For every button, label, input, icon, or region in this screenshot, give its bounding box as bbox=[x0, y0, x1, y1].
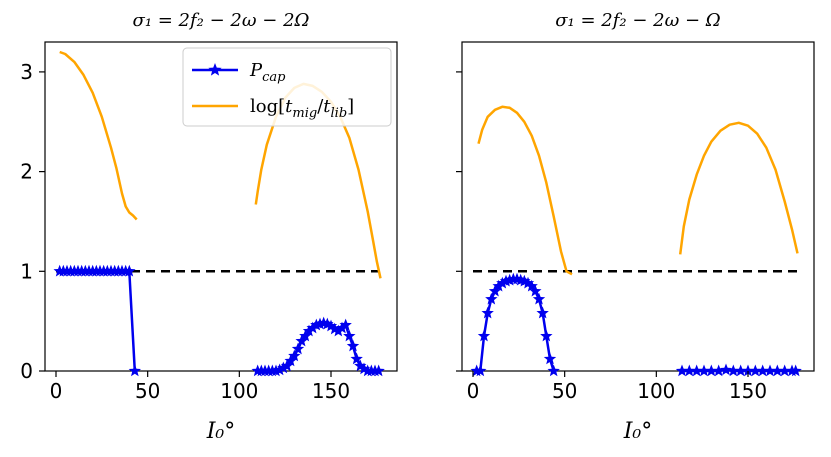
pcap-star-point bbox=[302, 324, 316, 337]
left-panel: σ₁ = 2f₂ − 2ω − 2Ω I₀° 0 50 100 150 0 1 2 3 Pc… bbox=[20, 10, 398, 444]
legend-pcap-label: Pcap bbox=[249, 60, 286, 85]
pcap-star-point bbox=[705, 364, 718, 377]
pcap-star-point bbox=[310, 318, 323, 331]
legend-pcap-star-marker bbox=[208, 63, 222, 76]
legend: Pcap log[tmig/tlib] bbox=[182, 47, 392, 127]
pcap-star-point bbox=[719, 363, 733, 376]
pcap-star-point bbox=[488, 284, 502, 297]
pcap-star-point bbox=[749, 364, 762, 377]
pcap-star-point bbox=[532, 292, 546, 305]
x-tick-label: 50 bbox=[552, 379, 577, 403]
pcap-star-point bbox=[734, 364, 747, 377]
pcap-star-point bbox=[354, 359, 367, 372]
right-panel: σ₁ = 2f₂ − 2ω − Ω I₀° 0 50 100 150 bbox=[456, 10, 815, 444]
pcap-star-point bbox=[280, 359, 294, 372]
pcap-star-point bbox=[481, 306, 494, 319]
x-tick-label: 150 bbox=[729, 379, 767, 403]
pcap-star-point bbox=[350, 352, 363, 365]
pcap-star-point bbox=[540, 329, 553, 342]
x-tick-label: 100 bbox=[637, 379, 675, 403]
pcap-star-point bbox=[335, 321, 349, 334]
y-tick-label: 1 bbox=[20, 259, 33, 283]
y-tick-label: 0 bbox=[20, 359, 33, 383]
pcap-star-point bbox=[727, 364, 740, 377]
pcap-star-point bbox=[474, 364, 487, 377]
pcap-star-point bbox=[521, 276, 535, 289]
ratio-line-segment-1 bbox=[678, 121, 799, 255]
x-tick-label: 0 bbox=[467, 379, 480, 403]
pcap-star-point bbox=[529, 284, 542, 297]
pcap-star-point bbox=[690, 364, 703, 377]
right-y-ticks bbox=[456, 71, 462, 372]
pcap-star-point bbox=[485, 292, 498, 305]
pcap-star-point bbox=[269, 364, 283, 377]
right-pcap-series-layer bbox=[470, 272, 802, 377]
pcap-star-point bbox=[477, 329, 491, 342]
pcap-star-point bbox=[332, 324, 345, 337]
pcap-star-point bbox=[499, 274, 513, 287]
pcap-star-point bbox=[284, 354, 297, 367]
pcap-star-point bbox=[675, 364, 689, 377]
pcap-star-point bbox=[291, 342, 305, 355]
pcap-star-point bbox=[536, 306, 549, 319]
x-tick-label: 100 bbox=[220, 379, 258, 403]
pcap-star-point bbox=[492, 279, 505, 292]
pcap-star-point bbox=[343, 329, 356, 342]
pcap-star-point bbox=[346, 339, 360, 352]
pcap-star-point bbox=[273, 363, 286, 376]
y-tick-label: 3 bbox=[20, 60, 33, 84]
right-x-ticks: 0 50 100 150 bbox=[467, 371, 767, 403]
pcap-star-point bbox=[328, 322, 341, 335]
pcap-star-point bbox=[789, 364, 802, 377]
ratio-line-segment-0 bbox=[477, 105, 573, 276]
pcap-star-point bbox=[756, 364, 769, 377]
pcap-star-point bbox=[525, 279, 538, 292]
left-y-ticks: 0 1 2 3 bbox=[20, 60, 45, 383]
pcap-star-point bbox=[496, 276, 509, 289]
pcap-star-point bbox=[295, 334, 308, 347]
right-x-axis-label: I₀° bbox=[623, 419, 653, 444]
pcap-star-point bbox=[697, 364, 711, 377]
right-ratio-series-layer bbox=[477, 105, 799, 276]
pcap-star-point bbox=[123, 264, 136, 277]
pcap-star-point bbox=[547, 364, 560, 377]
pcap-star-point bbox=[503, 273, 516, 286]
pcap-star-point bbox=[299, 329, 312, 342]
pcap-star-point bbox=[313, 317, 327, 330]
pcap-line-segment-0 bbox=[476, 278, 555, 373]
pcap-star-point bbox=[778, 364, 791, 377]
pcap-star-point bbox=[372, 364, 385, 377]
pcap-star-point bbox=[763, 364, 777, 377]
pcap-star-point bbox=[339, 318, 352, 331]
pcap-line-segment-0 bbox=[59, 270, 137, 372]
pcap-star-point bbox=[543, 352, 557, 365]
ratio-line-segment-0 bbox=[59, 50, 138, 221]
pcap-star-point bbox=[771, 364, 784, 377]
left-plot-frame bbox=[44, 41, 398, 372]
pcap-star-point bbox=[683, 364, 696, 377]
pcap-star-point bbox=[324, 319, 338, 332]
x-tick-label: 50 bbox=[135, 379, 160, 403]
x-tick-label: 150 bbox=[312, 379, 350, 403]
left-x-axis-label: I₀° bbox=[206, 419, 236, 444]
pcap-star-point bbox=[277, 361, 290, 374]
pcap-star-point bbox=[321, 317, 334, 330]
right-plot-frame bbox=[461, 41, 815, 372]
pcap-star-point bbox=[288, 349, 301, 362]
pcap-star-point bbox=[712, 364, 725, 377]
left-panel-title: σ₁ = 2f₂ − 2ω − 2Ω bbox=[133, 10, 310, 31]
right-panel-title: σ₁ = 2f₂ − 2ω − Ω bbox=[555, 10, 721, 31]
left-pcap-series-layer bbox=[53, 264, 385, 377]
x-tick-label: 0 bbox=[50, 379, 63, 403]
pcap-star-point bbox=[741, 364, 755, 377]
pcap-star-point bbox=[357, 362, 371, 375]
left-x-ticks: 0 50 100 150 bbox=[50, 371, 350, 403]
pcap-star-point bbox=[128, 364, 142, 377]
pcap-star-point bbox=[306, 321, 319, 334]
pcap-star-point bbox=[518, 274, 531, 287]
y-tick-label: 2 bbox=[20, 160, 33, 184]
